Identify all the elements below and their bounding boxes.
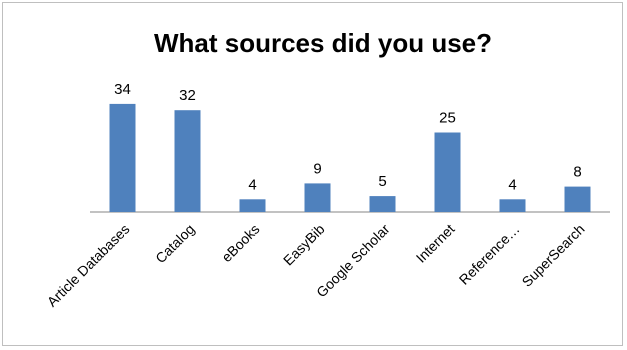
chart-frame bbox=[2, 2, 623, 346]
data-label-google-scholar: 5 bbox=[378, 173, 386, 190]
x-tick-label-ebooks: eBooks bbox=[218, 221, 262, 265]
bar-ebooks bbox=[239, 199, 266, 212]
data-label-easybib: 9 bbox=[313, 160, 321, 177]
data-label-ebooks: 4 bbox=[248, 176, 256, 193]
data-label-supersearch: 8 bbox=[573, 164, 581, 181]
data-label-catalog: 32 bbox=[179, 87, 196, 104]
x-tick-label-easybib: EasyBib bbox=[280, 221, 328, 269]
x-tick-label-supersearch: SuperSearch bbox=[519, 221, 588, 290]
bar-article-databases bbox=[109, 103, 136, 212]
x-tick-label-catalog: Catalog bbox=[152, 221, 197, 266]
bar-catalog bbox=[174, 110, 201, 212]
bar-google-scholar bbox=[369, 196, 396, 212]
bar-supersearch bbox=[564, 186, 591, 212]
bar-reference bbox=[499, 199, 526, 212]
x-tick-labels-group: Article Databases Catalog eBooks EasyBibGoo… bbox=[44, 221, 588, 310]
bar-easybib bbox=[304, 183, 331, 212]
x-tick-label-article-databases: Article Databases bbox=[44, 221, 133, 310]
data-label-reference: 4 bbox=[508, 176, 516, 193]
data-label-article-databases: 34 bbox=[114, 81, 131, 98]
data-labels-group: 34 32 4 9 5 25 4 8 bbox=[114, 81, 582, 193]
bar-internet bbox=[434, 132, 461, 212]
chart-title: What sources did you use? bbox=[154, 28, 492, 58]
x-tick-label-reference: Reference… bbox=[456, 221, 523, 288]
x-tick-label-internet: Internet bbox=[413, 221, 458, 266]
data-label-internet: 25 bbox=[439, 110, 456, 127]
bars-group bbox=[109, 103, 591, 212]
